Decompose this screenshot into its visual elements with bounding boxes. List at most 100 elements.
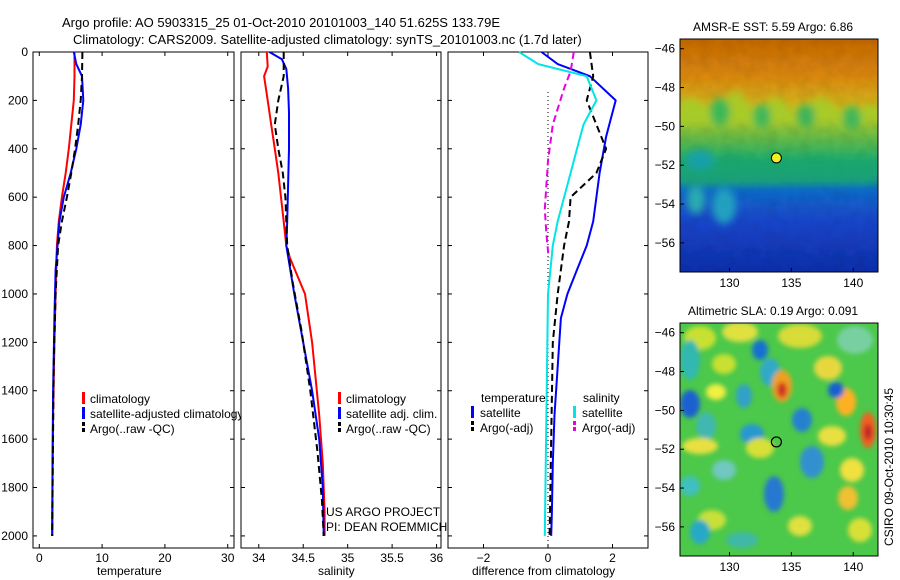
y-tick-label: 1800 [1, 481, 28, 495]
x-tick-label: 35.5 [380, 551, 404, 565]
salinity-series [263, 51, 326, 536]
legend-swatch-sal-satellite [573, 406, 576, 418]
sla-anomaly-blob [682, 438, 718, 454]
sla-map-panel: Altimetric SLA: 0.19 Argo: 0.091 130 135 1… [655, 304, 879, 574]
series-line [540, 51, 617, 536]
legend-label-temp-argo: Argo(-adj) [480, 421, 533, 435]
sla-anomaly-blob [778, 324, 822, 348]
legend-swatch-climatology [338, 392, 341, 404]
sla-anomaly-blob [722, 323, 758, 342]
y-tick-label: 400 [8, 142, 28, 156]
sst-map-image [680, 39, 878, 272]
y-tick-label: −56 [655, 520, 676, 534]
sla-anomaly-blob [726, 532, 758, 548]
sst-eddies [680, 91, 878, 224]
x-tick-label: 30 [221, 551, 235, 565]
sst-map-title: AMSR-E SST: 5.59 Argo: 6.86 [693, 20, 853, 34]
series-line [543, 51, 575, 258]
sla-anomaly-blob [788, 516, 812, 536]
sla-anomaly-blob [838, 486, 858, 510]
sla-anomaly-blob [746, 438, 774, 458]
temperature-ticks: 0 200 400 600 800 1000 1200 1400 1600 1800 2000 0 10… [1, 45, 234, 565]
figure-title-line2: Climatology: CARS2009. Satellite-adjuste… [73, 32, 582, 47]
sla-anomaly-blob [818, 426, 846, 446]
sla-anomaly-blob [848, 518, 872, 542]
y-tick-label: −50 [655, 403, 676, 417]
x-tick-label: 34.5 [292, 551, 316, 565]
salinity-ticks: 34 34.5 35 35.5 36 [241, 51, 444, 565]
sla-anomaly-blob [752, 340, 768, 360]
legend-label-temp-satellite: satellite [480, 406, 521, 420]
y-tick-label: 1200 [1, 335, 28, 349]
series-line [263, 51, 326, 536]
x-tick-label: 35 [341, 551, 355, 565]
sla-anomaly-blob [777, 382, 787, 398]
series-line [273, 52, 325, 536]
y-tick-label: −54 [655, 197, 676, 211]
sla-anomaly-blob [696, 412, 716, 440]
sst-eddy [753, 104, 771, 128]
legend-swatch-satellite [338, 407, 341, 419]
legend-label-satellite: satellite-adjusted climatology [90, 407, 243, 421]
sst-eddy [687, 186, 705, 214]
legend-label-argo: Argo(..raw -QC) [346, 422, 431, 436]
sla-anomaly-blob [764, 476, 784, 512]
y-tick-label: −52 [655, 442, 676, 456]
x-tick-label: 135 [781, 560, 801, 574]
series-line [548, 51, 608, 536]
sst-eddy [686, 150, 714, 170]
difference-xlabel: difference from climatology [472, 564, 615, 578]
sla-anomaly-blob [814, 356, 842, 380]
y-tick-label: −52 [655, 158, 676, 172]
sst-eddy [797, 104, 815, 128]
sst-eddy [710, 98, 730, 126]
y-tick-label: −46 [655, 326, 676, 340]
y-tick-label: 1600 [1, 432, 28, 446]
x-tick-label: 130 [719, 276, 739, 290]
sla-anomaly-blob [712, 460, 736, 480]
sla-map-title: Altimetric SLA: 0.19 Argo: 0.091 [688, 304, 858, 318]
sla-anomaly-blob [706, 384, 726, 400]
x-tick-label: 0 [36, 551, 43, 565]
sla-anomaly-blob [840, 458, 864, 482]
salinity-panel: 34 34.5 35 35.5 36 salinity climatology sate… [240, 51, 447, 578]
sla-anomaly-blob [837, 326, 873, 354]
project-label-line1: US ARGO PROJECT [326, 505, 441, 519]
temperature-axes-frame [32, 51, 235, 549]
legend-label-sal-argo: Argo(-adj) [582, 421, 635, 435]
temperature-legend: climatology satellite-adjusted climatolo… [82, 392, 243, 436]
y-tick-label: −56 [655, 236, 676, 250]
y-tick-label: −50 [655, 119, 676, 133]
sst-eddy [843, 106, 861, 130]
x-tick-label: 140 [843, 560, 863, 574]
legend-swatch-temp-satellite [471, 406, 474, 418]
x-tick-label: 34 [252, 551, 266, 565]
temperature-series [51, 51, 85, 536]
x-tick-label: 10 [95, 551, 109, 565]
difference-legend: temperature satellite Argo(-adj) salinit… [471, 391, 635, 435]
sla-anomaly-blob [828, 382, 844, 398]
argo-float-marker [770, 152, 782, 164]
temperature-panel: 0 200 400 600 800 1000 1200 1400 1600 1800 2000 0 10… [1, 45, 243, 578]
sla-anomaly-blob [736, 384, 752, 408]
legend-swatch-satellite [82, 407, 85, 419]
y-tick-label: −46 [655, 42, 676, 56]
salinity-axes-frame [240, 51, 442, 549]
sst-eddy [712, 188, 736, 224]
x-tick-label: 140 [843, 276, 863, 290]
sst-map-ticks: 130 135 140 −46 −48 −50 −52 −54 −56 [655, 42, 864, 290]
y-tick-label: 2000 [1, 529, 28, 543]
sla-map-image [680, 323, 878, 556]
y-tick-label: −48 [655, 365, 676, 379]
x-tick-label: 0 [545, 551, 552, 565]
legend-label-climatology: climatology [90, 392, 150, 406]
sst-front-green [680, 153, 878, 186]
difference-panel: −2 0 2 difference from climatology tempera… [447, 51, 649, 578]
x-tick-label: −2 [477, 551, 491, 565]
series-line [51, 51, 84, 536]
salinity-xlabel: salinity [318, 564, 355, 578]
y-tick-label: 600 [8, 190, 28, 204]
legend-label-sal-satellite: satellite [582, 406, 623, 420]
x-tick-label: 135 [781, 276, 801, 290]
